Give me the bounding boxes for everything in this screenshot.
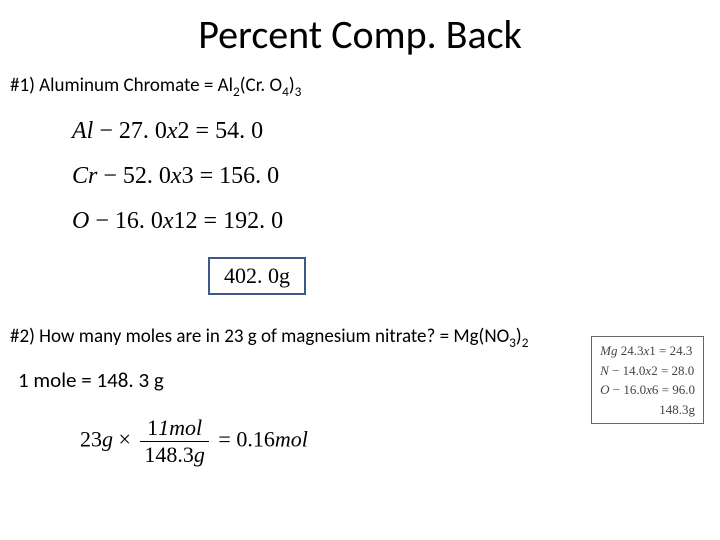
side-o-b: − 16.0 <box>610 382 647 397</box>
cr-sym: Cr <box>72 163 97 189</box>
side-n: N − 14.0x2 = 28.0 <box>600 361 695 381</box>
side-mg-sym: Mg <box>600 343 617 358</box>
mgno3-molar-mass-box: Mg 24.3x1 = 24.3 N − 14.0x2 = 28.0 O − 1… <box>591 336 704 424</box>
p1-prefix: #1) Aluminum Chromate = Al <box>10 74 233 97</box>
side-mg-r: 1 = 24.3 <box>649 343 692 358</box>
calc-al: Al − 27. 0x2 = 54. 0 <box>72 118 720 145</box>
p2-sub1: 3 <box>509 334 516 351</box>
side-mg: Mg 24.3x1 = 24.3 <box>600 341 695 361</box>
al-res: 2 = 54. 0 <box>178 118 264 144</box>
dim-lhs: 23 <box>80 426 102 451</box>
side-o-sym: O <box>600 382 609 397</box>
p2-text: #2) How many moles are in 23 g of magnes… <box>10 325 509 348</box>
side-o: O − 16.0x6 = 96.0 <box>600 380 695 400</box>
side-n-sym: N <box>600 363 609 378</box>
dim-den: 148.3g <box>140 442 209 468</box>
calc-total-row: 402. 0g <box>72 253 720 295</box>
side-n-b: − 14.0 <box>609 363 646 378</box>
problem1-header: #1) Aluminum Chromate = Al2(Cr. O4)3 <box>0 74 720 118</box>
page-title: Percent Comp. Back <box>0 0 720 74</box>
total-box: 402. 0g <box>208 257 306 295</box>
cr-mass: − 52. 0 <box>97 163 171 189</box>
p1-sub2: 4 <box>282 83 289 100</box>
o-x: x <box>163 208 174 234</box>
o-mass: − 16. 0 <box>89 208 163 234</box>
dim-times: × <box>113 426 136 451</box>
o-res: 12 = 192. 0 <box>174 208 284 234</box>
side-n-r: 2 = 28.0 <box>651 363 694 378</box>
cr-x: x <box>171 163 182 189</box>
p1-mid: (Cr. O <box>240 74 282 97</box>
dim-frac: 11mol 148.3g <box>140 415 209 468</box>
dim-unit: mol <box>275 426 308 451</box>
calc-cr: Cr − 52. 0x3 = 156. 0 <box>72 163 720 190</box>
p2-sub2: 2 <box>522 334 529 351</box>
molar-mass-calc: Al − 27. 0x2 = 54. 0 Cr − 52. 0x3 = 156.… <box>0 118 720 295</box>
p1-sub3: 3 <box>295 83 302 100</box>
side-o-r: 6 = 96.0 <box>652 382 695 397</box>
o-sym: O <box>72 208 89 234</box>
side-total: 148.3g <box>600 400 695 420</box>
cr-res: 3 = 156. 0 <box>182 163 280 189</box>
calc-o: O − 16. 0x12 = 192. 0 <box>72 208 720 235</box>
p1-sub1: 2 <box>233 83 240 100</box>
dim-lhs-unit: g <box>102 426 113 451</box>
dim-num: 11mol <box>140 415 209 442</box>
dim-num-txt: 1mol <box>158 415 202 440</box>
al-sym: Al <box>72 118 93 144</box>
al-x: x <box>167 118 178 144</box>
side-mg-b: 24.3 <box>617 343 643 358</box>
dim-eq: = 0.16 <box>213 426 275 451</box>
al-mass: − 27. 0 <box>93 118 167 144</box>
